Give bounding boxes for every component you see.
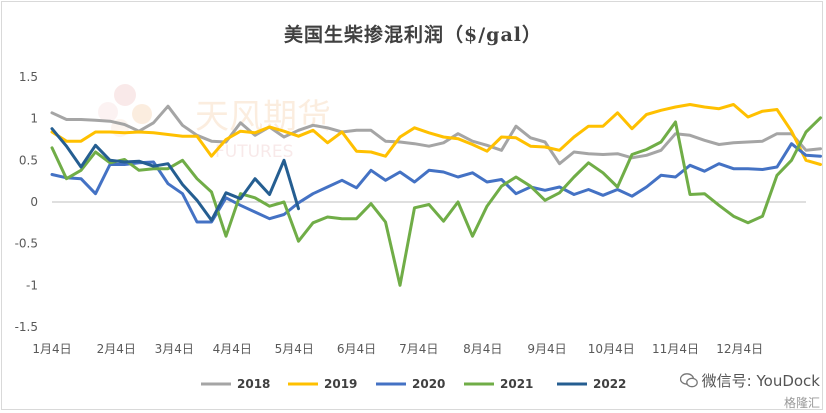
axes: 1.5 1 0.5 0 -0.5 -1 -1.5 1月4日 2月4日 3月4日 4月4日 5月4日 6月… bbox=[15, 70, 806, 356]
y-tick-label: -1.5 bbox=[15, 320, 38, 334]
y-tick-label: 0 bbox=[30, 195, 38, 209]
legend-label-2019: 2019 bbox=[324, 377, 357, 391]
x-tick-label: 1月4日 bbox=[32, 342, 71, 356]
x-tick-label: 5月4日 bbox=[275, 342, 314, 356]
series-line-2019 bbox=[50, 103, 822, 166]
x-tick-label: 7月4日 bbox=[399, 342, 438, 356]
series-line-2021 bbox=[50, 116, 822, 287]
x-tick-label: 6月4日 bbox=[337, 342, 376, 356]
chart-title: 美国生柴掺混利润（$/gal） bbox=[284, 24, 542, 46]
wechat-icon bbox=[679, 373, 698, 388]
series-line-2022 bbox=[50, 127, 300, 222]
watermark-logo: 天风期货 FUTURES bbox=[98, 84, 331, 162]
series-line-2018 bbox=[50, 104, 822, 166]
platform-label: 格隆汇 bbox=[783, 396, 820, 410]
legend-label-2022: 2022 bbox=[593, 377, 626, 391]
legend: 2018 2019 2020 2021 2022 bbox=[201, 377, 626, 391]
y-tick-label: 1 bbox=[30, 112, 38, 126]
x-tick-label: 2月4日 bbox=[97, 342, 136, 356]
watermark-brand-en: FUTURES bbox=[215, 142, 293, 162]
series-layer bbox=[50, 103, 822, 287]
y-tick-label: 0.5 bbox=[19, 153, 38, 167]
x-tick-label: 3月4日 bbox=[155, 342, 194, 356]
x-tick-label: 12月4日 bbox=[716, 342, 763, 356]
legend-label-2020: 2020 bbox=[412, 377, 445, 391]
legend-label-2018: 2018 bbox=[237, 377, 270, 391]
x-tick-label: 4月4日 bbox=[213, 342, 252, 356]
wechat-id-label: 微信号: YouDock bbox=[701, 372, 820, 390]
legend-label-2021: 2021 bbox=[500, 377, 533, 391]
x-tick-label: 11月4日 bbox=[652, 342, 699, 356]
wechat-badge: 微信号: YouDock bbox=[679, 370, 820, 391]
x-tick-label: 9月4日 bbox=[527, 342, 566, 356]
series-line-2020 bbox=[50, 142, 822, 224]
y-tick-label: -1 bbox=[26, 278, 38, 292]
y-tick-label: 1.5 bbox=[19, 70, 38, 84]
x-tick-label: 10月4日 bbox=[588, 342, 635, 356]
x-tick-label: 8月4日 bbox=[463, 342, 502, 356]
y-tick-label: -0.5 bbox=[15, 237, 38, 251]
